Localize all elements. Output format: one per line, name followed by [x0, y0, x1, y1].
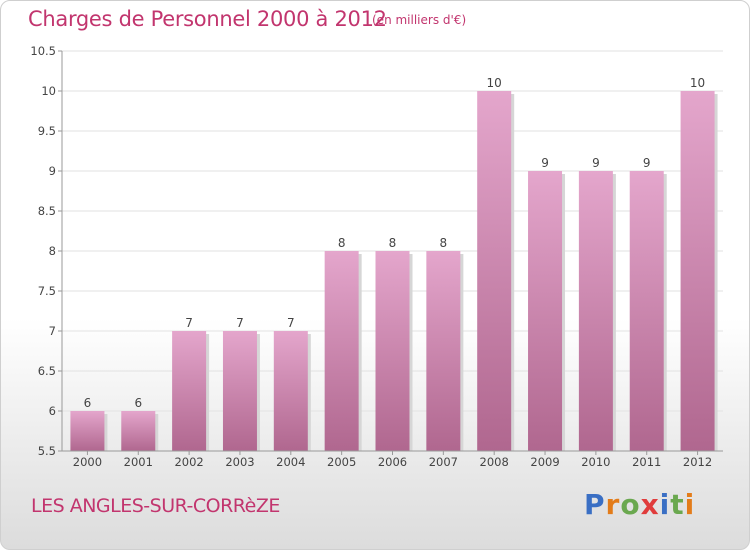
y-tick-label: 8.5 [38, 204, 56, 218]
y-tick-label: 7 [49, 324, 56, 338]
bar-2012 [680, 91, 715, 451]
logo-letter: o [620, 488, 641, 521]
data-label: 6 [84, 396, 92, 410]
bar-2000 [70, 411, 105, 451]
logo-letter: i [659, 488, 671, 521]
bar-2009 [528, 171, 563, 451]
logo-letter: t [670, 488, 685, 521]
y-tick-label: 9 [49, 164, 56, 178]
x-tick-label: 2007 [429, 455, 458, 469]
bar-2003 [222, 331, 257, 451]
bar-2008 [477, 91, 512, 451]
data-label: 8 [440, 236, 448, 250]
data-label: 9 [643, 156, 651, 170]
data-label: 6 [134, 396, 142, 410]
data-label: 10 [487, 76, 502, 90]
data-label: 8 [338, 236, 346, 250]
y-axis: 5.5 6 6.5 7 7.5 8 8.5 9 9.5 10 10.5 [30, 44, 63, 458]
y-tick-label: 5.5 [38, 444, 56, 458]
bar-series: 6 6 7 7 7 8 8 8 10 9 9 9 10 [70, 76, 718, 451]
x-tick-label: 2010 [581, 455, 610, 469]
x-tick-label: 2005 [327, 455, 356, 469]
y-tick-label: 7.5 [38, 284, 56, 298]
bar-2005 [324, 251, 359, 451]
bar-2010 [578, 171, 613, 451]
x-tick-label: 2012 [683, 455, 712, 469]
logo-letter: x [640, 488, 660, 521]
bar-2001 [121, 411, 156, 451]
data-label: 10 [690, 76, 705, 90]
bar-2002 [172, 331, 207, 451]
x-tick-label: 2001 [124, 455, 153, 469]
y-tick-label: 6.5 [38, 364, 56, 378]
commune-name: LES ANGLES-SUR-CORRèZE [31, 495, 280, 517]
x-tick-label: 2011 [632, 455, 661, 469]
bar-2006 [375, 251, 410, 451]
y-tick-label: 6 [49, 404, 56, 418]
x-tick-label: 2004 [276, 455, 305, 469]
x-tick-label: 2003 [225, 455, 254, 469]
bar-2004 [273, 331, 308, 451]
chart-title: Charges de Personnel 2000 à 2012 [28, 7, 387, 31]
data-label: 7 [236, 316, 244, 330]
data-label: 9 [541, 156, 549, 170]
x-tick-label: 2009 [530, 455, 559, 469]
y-tick-label: 8 [49, 244, 56, 258]
data-label: 7 [287, 316, 295, 330]
bar-2007 [426, 251, 461, 451]
x-axis: 2000 2001 2002 2003 2004 2005 2006 2007 2008 2009… [62, 450, 723, 469]
y-tick-label: 10 [41, 84, 56, 98]
proxiti-logo: Proxiti [584, 488, 695, 521]
y-tick-label: 9.5 [38, 124, 56, 138]
logo-letter: r [605, 488, 621, 521]
x-tick-label: 2006 [378, 455, 407, 469]
logo-letter: P [584, 488, 606, 521]
x-tick-label: 2002 [174, 455, 203, 469]
chart-unit: (en milliers d'€) [372, 13, 467, 27]
data-label: 8 [389, 236, 397, 250]
x-tick-label: 2000 [73, 455, 102, 469]
data-label: 7 [185, 316, 193, 330]
bar-2011 [629, 171, 664, 451]
x-tick-label: 2008 [480, 455, 509, 469]
data-label: 9 [592, 156, 600, 170]
logo-letter: i [684, 488, 696, 521]
y-tick-label: 10.5 [30, 44, 56, 58]
